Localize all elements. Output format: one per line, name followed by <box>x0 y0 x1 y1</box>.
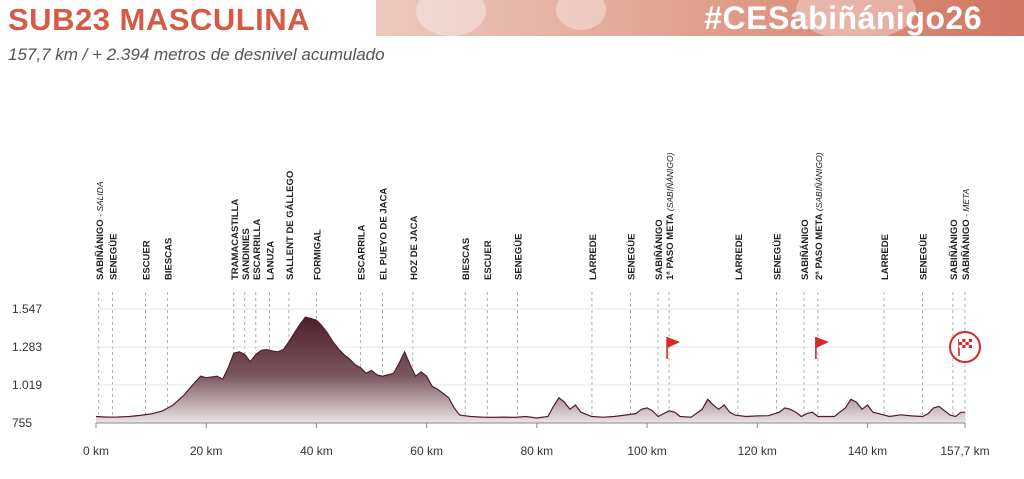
location-note: (SABIÑÁNIGO) <box>814 152 824 213</box>
location-label: ESCUER <box>483 240 494 280</box>
location-name: ESCUER <box>483 240 494 280</box>
location-label: SABIÑÁNIGO <box>949 219 960 280</box>
location-note: (SABIÑÁNIGO) <box>665 152 675 213</box>
x-axis-ticks: 0 km 20 km 40 km 60 km 80 km 100 km 120 km 140 … <box>83 423 990 458</box>
location-name: LARREDE <box>880 234 891 280</box>
location-label: BIESCAS <box>164 238 175 280</box>
x-tick-label: 120 km <box>738 444 777 458</box>
location-label: SENEGÜE <box>109 234 120 280</box>
location-label: SANDINIES <box>241 228 252 280</box>
location-name: SABIÑÁNIGO <box>961 219 972 280</box>
checkpoint-flag-icon <box>666 337 681 359</box>
x-tick-label: 100 km <box>627 444 666 458</box>
location-label: HOZ DE JACA <box>409 215 420 280</box>
location-name: BIESCAS <box>461 238 472 280</box>
x-tick-label: 157,7 km <box>940 444 989 458</box>
location-name: SENEGÜE <box>919 234 930 280</box>
location-name: 1ª PASO META <box>665 213 676 280</box>
x-tick-label: 40 km <box>300 444 333 458</box>
location-label: SENEGÜE <box>919 234 930 280</box>
location-name: TRAMACASTILLA <box>230 199 241 280</box>
location-name: SANDINIES <box>241 228 252 280</box>
location-label: SABIÑÁNIGO <box>800 219 811 280</box>
x-tick-label: 20 km <box>190 444 223 458</box>
x-tick-label: 0 km <box>83 444 109 458</box>
location-name: SABIÑÁNIGO <box>949 219 960 280</box>
location-name: SABIÑÁNIGO <box>654 219 665 280</box>
location-label: SENEGÜE <box>627 234 638 280</box>
location-label: FORMIGAL <box>312 229 323 280</box>
location-name: 2ª PASO META <box>814 213 825 280</box>
location-name: SABIÑÁNIGO <box>800 219 811 280</box>
x-tick-label: 140 km <box>848 444 887 458</box>
location-label: SABIÑÁNIGO - SALIDA <box>95 181 106 280</box>
location-name: ESCARRILLA <box>252 219 263 280</box>
location-label: LARREDE <box>588 234 599 280</box>
elevation-profile-area <box>96 317 965 423</box>
location-label: SABIÑÁNIGO - META <box>961 188 972 280</box>
checkpoint-flag-icon <box>815 337 829 359</box>
location-name: SENEGÜE <box>627 234 638 280</box>
x-tick-label: 60 km <box>410 444 443 458</box>
location-label: BIESCAS <box>461 238 472 280</box>
location-name: FORMIGAL <box>312 229 323 280</box>
location-name: ESCUER <box>142 240 153 280</box>
location-name: BIESCAS <box>164 238 175 280</box>
y-tick-label: 1.283 <box>12 340 42 354</box>
location-label: SENEGÜE <box>773 234 784 280</box>
location-note: - SALIDA <box>95 181 105 219</box>
location-name: LARREDE <box>734 234 745 280</box>
location-label: TRAMACASTILLA <box>230 199 241 280</box>
header-photo-banner <box>376 0 1024 40</box>
location-label: LARREDE <box>880 234 891 280</box>
location-note: - META <box>961 188 971 219</box>
y-tick-label: 1.019 <box>12 378 42 392</box>
location-label: LARREDE <box>734 234 745 280</box>
location-name: HOZ DE JACA <box>409 215 420 280</box>
y-axis-ticks: 1.547 1.283 1.019 755 <box>12 302 965 430</box>
location-label: EL PUEYO DE JACA <box>379 188 390 280</box>
finish-flag-icon <box>949 331 981 363</box>
location-label: 1ª PASO META (SABIÑÁNIGO) <box>665 152 676 280</box>
event-hashtag: #CESabiñánigo26 <box>704 0 982 36</box>
location-label: ESCARRILA <box>357 224 368 280</box>
location-label: ESCARRILLA <box>252 219 263 280</box>
route-markers <box>666 331 981 363</box>
page-title: SUB23 MASCULINA <box>8 2 311 37</box>
x-tick-label: 80 km <box>520 444 553 458</box>
location-label: SENEGÜE <box>514 234 525 280</box>
location-name: LANUZA <box>266 241 277 280</box>
location-name: LARREDE <box>588 234 599 280</box>
location-name: SENEGÜE <box>773 234 784 280</box>
location-label: LANUZA <box>266 241 277 280</box>
location-name: SABIÑÁNIGO <box>95 219 106 280</box>
location-name: EL PUEYO DE JACA <box>379 188 390 280</box>
route-summary: 157,7 km / + 2.394 metros de desnivel ac… <box>8 45 385 64</box>
location-name: SENEGÜE <box>109 234 120 280</box>
y-tick-label: 755 <box>12 416 32 430</box>
location-name: ESCARRILA <box>357 224 368 280</box>
location-label: SABIÑÁNIGO <box>654 219 665 280</box>
elevation-profile-line <box>95 316 965 419</box>
location-label: 2ª PASO META (SABIÑÁNIGO) <box>814 152 825 280</box>
y-tick-label: 1.547 <box>12 302 42 316</box>
location-label: SALLENT DE GÁLLEGO <box>285 171 296 280</box>
location-name: SALLENT DE GÁLLEGO <box>285 171 296 280</box>
location-label: ESCUER <box>142 240 153 280</box>
location-name: SENEGÜE <box>514 234 525 280</box>
